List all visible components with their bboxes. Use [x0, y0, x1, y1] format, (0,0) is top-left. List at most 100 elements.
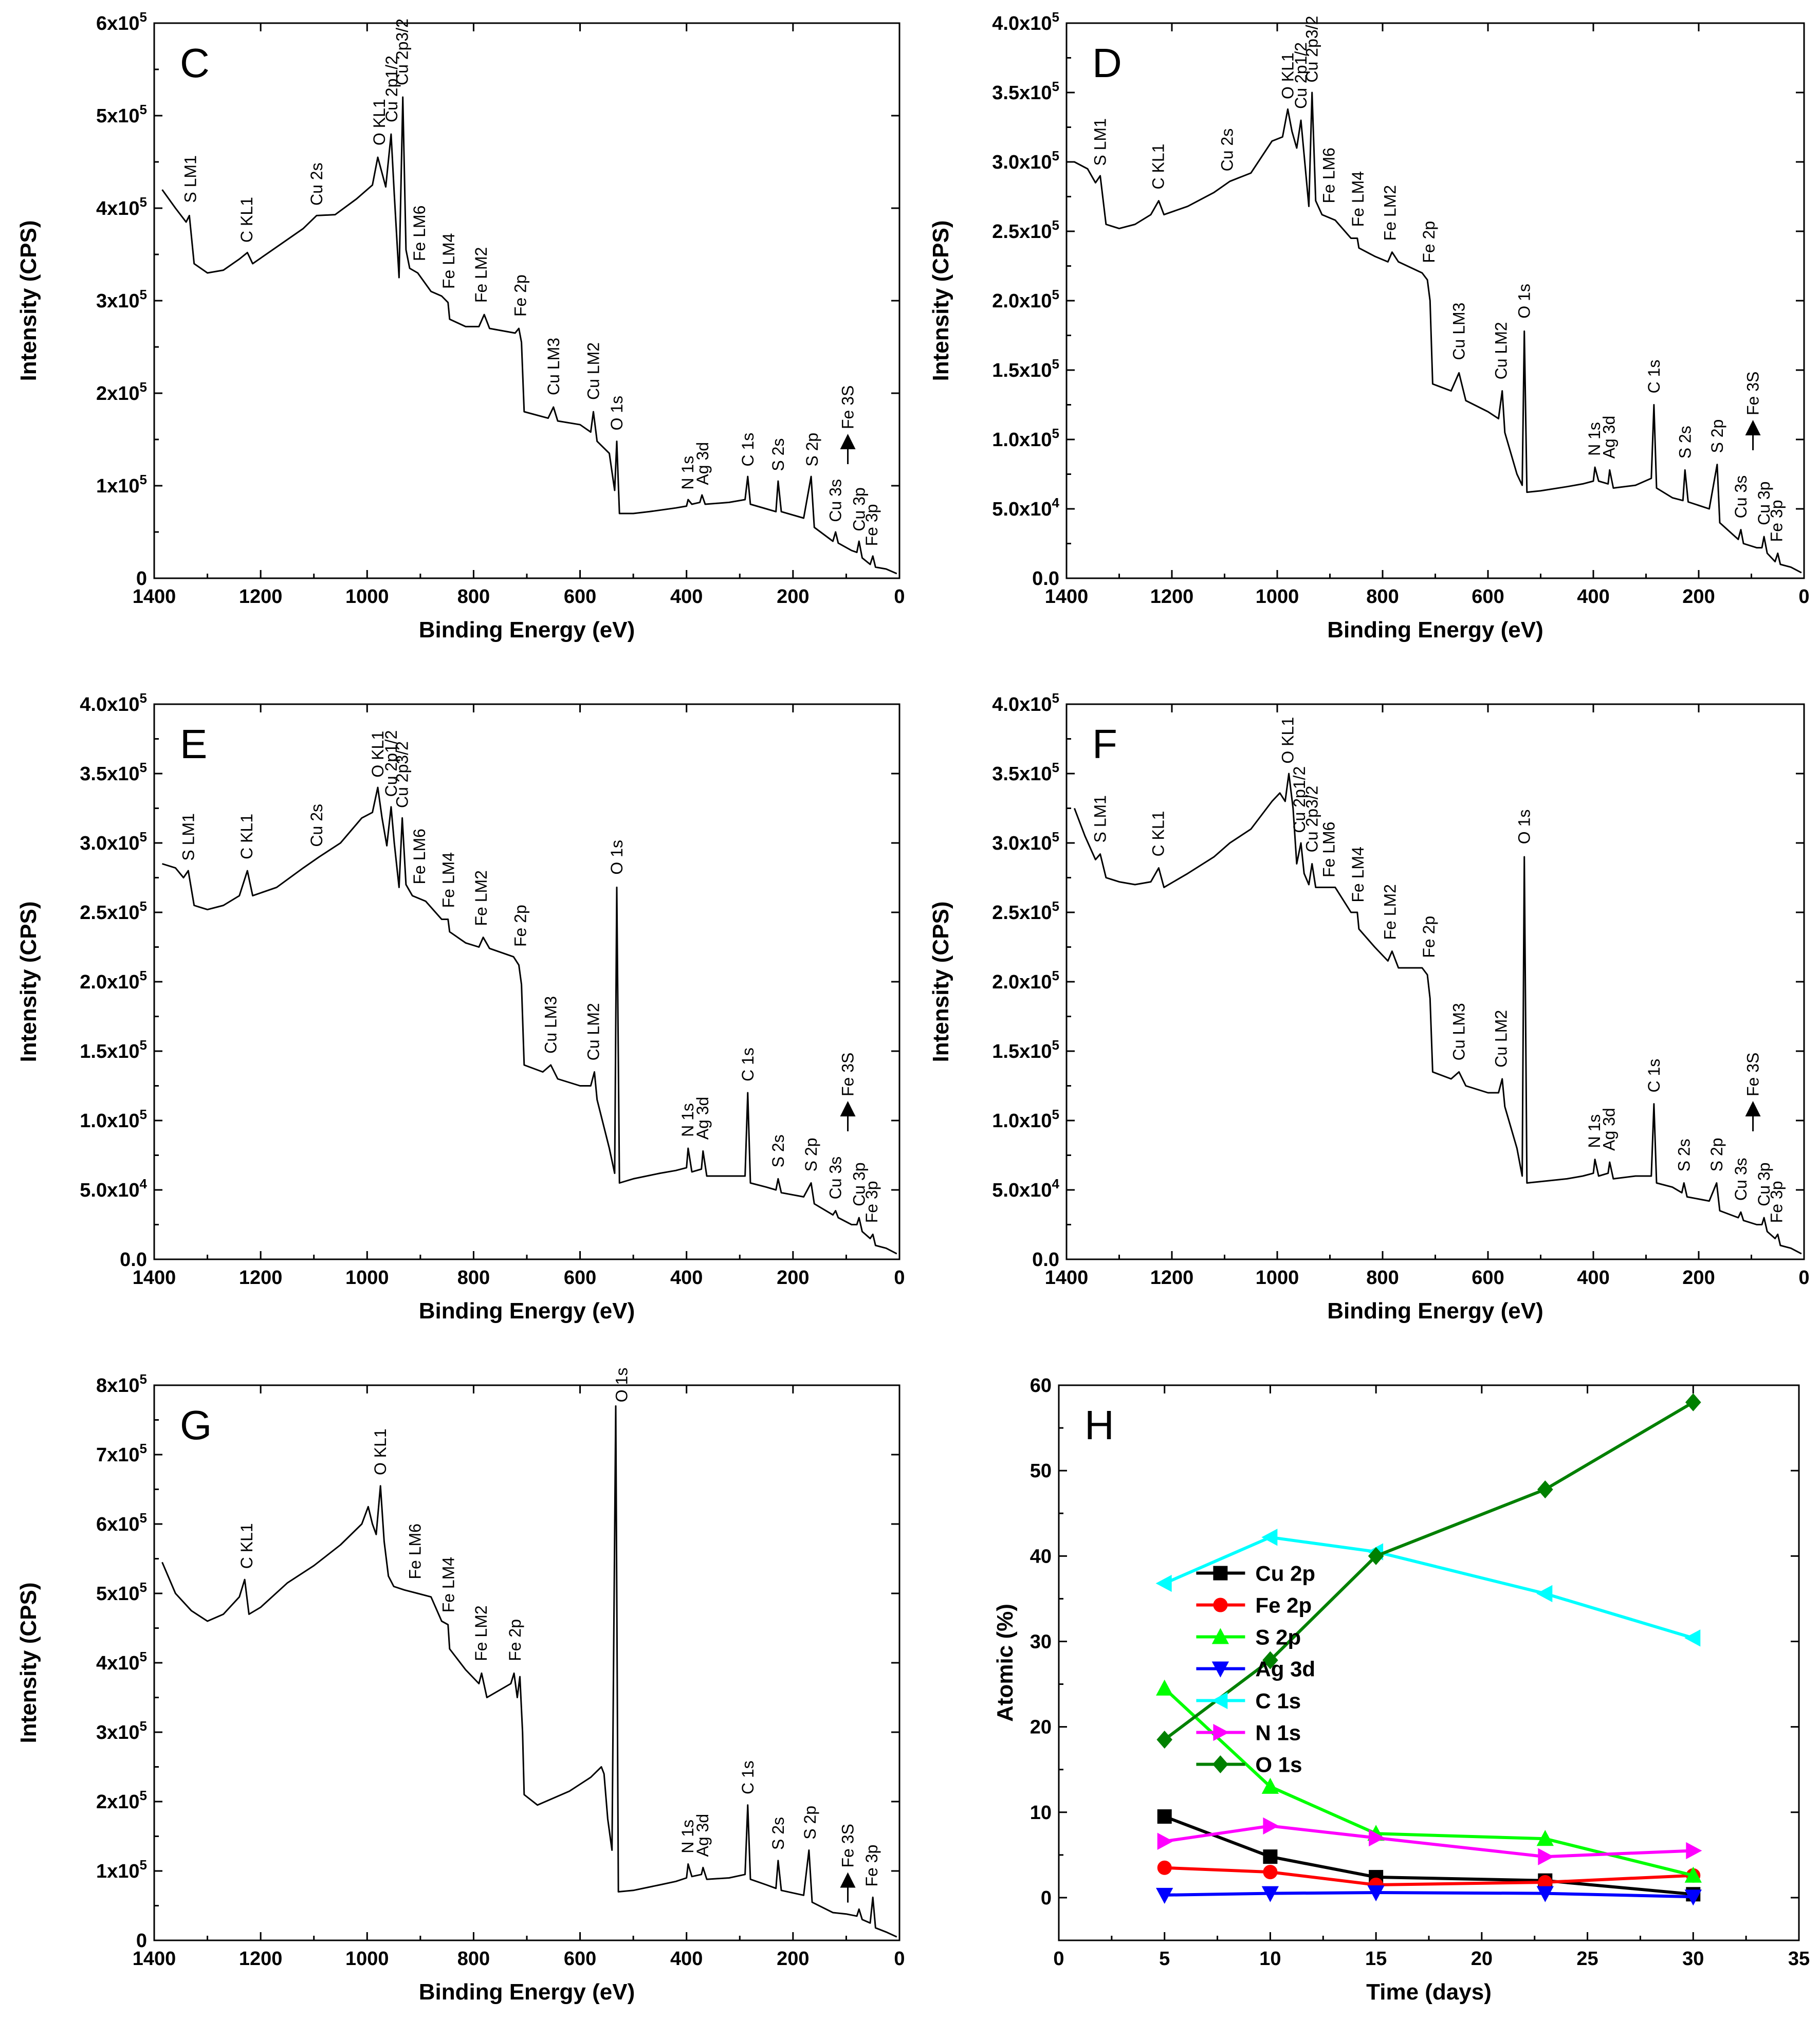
plot-frame: [153, 703, 900, 1260]
panel-E: 1400 1200 1000 800 600 400 200 0 0.0 5.0x104 1.0x1…: [16, 690, 905, 1324]
data-point: [1155, 1574, 1172, 1592]
peak-label: S LM1: [179, 813, 197, 860]
x-tick-label: 200: [777, 1948, 809, 1970]
peak-label: Cu 3p: [850, 487, 868, 531]
peak-label: Ag 3d: [693, 1097, 712, 1140]
y-tick-label: 1.5x105: [80, 1037, 147, 1062]
y-tick-label: 2x105: [96, 1788, 147, 1813]
x-tick-label: 5: [1159, 1948, 1170, 1970]
peak-label: Fe 2p: [511, 274, 530, 317]
x-tick-label: 1000: [345, 1948, 389, 1970]
x-axis-title: Binding Energy (eV): [419, 1979, 635, 2005]
panel-D: 1400 1200 1000 800 600 400 200 0 0.0 5.0x104 1.0x1…: [928, 9, 1810, 643]
y-tick-label: 0.0: [120, 1249, 147, 1271]
peak-label: N 1s: [678, 1103, 697, 1137]
peak-label: O KL1: [369, 731, 387, 778]
y-tick-label: 3.5x105: [80, 760, 147, 785]
legend-label: O 1s: [1255, 1753, 1302, 1777]
peak-label: Cu 2s: [307, 162, 326, 206]
peak-label: S 2s: [769, 1134, 787, 1167]
peak-label: Fe 3S: [839, 1053, 857, 1096]
x-axis-title: Binding Energy (eV): [1327, 1298, 1543, 1324]
legend-label: S 2p: [1255, 1625, 1301, 1649]
peak-label: Cu LM3: [542, 996, 560, 1054]
legend-marker: [1211, 1628, 1229, 1644]
legend-label: C 1s: [1255, 1689, 1301, 1713]
x-tick-label: 0: [1053, 1948, 1064, 1970]
x-tick-label: 1200: [239, 586, 283, 608]
y-tick-label: 40: [1030, 1546, 1052, 1567]
peak-label: S 2p: [801, 1806, 819, 1840]
spectrum-line: [162, 786, 897, 1255]
y-tick-label: 6x105: [96, 1510, 147, 1535]
peak-label: O KL1: [1279, 717, 1297, 764]
data-point: [1263, 1849, 1278, 1864]
y-tick-label: 1.0x105: [992, 426, 1059, 451]
y-tick-label: 4.0x105: [992, 9, 1059, 34]
peak-label: S 2s: [769, 438, 787, 471]
x-tick-label: 10: [1259, 1948, 1281, 1970]
legend-marker: [1213, 1566, 1228, 1581]
peak-label: C KL1: [1149, 144, 1167, 190]
y-tick-label: 3x105: [96, 1718, 147, 1743]
data-point: [1157, 1832, 1173, 1850]
x-tick-label: 600: [564, 586, 596, 608]
x-tick-label: 200: [777, 586, 809, 608]
panel-letter: C: [180, 40, 210, 86]
y-tick-label: 0: [1041, 1887, 1052, 1909]
x-tick-label: 1000: [1256, 586, 1299, 608]
data-point: [1261, 1777, 1279, 1794]
x-tick-label: 35: [1788, 1948, 1810, 1970]
peak-label: Cu 2p1/2: [382, 730, 400, 797]
peak-label: Fe 2p: [1420, 221, 1438, 263]
peak-label: C KL1: [237, 814, 256, 859]
data-point: [1537, 1480, 1553, 1499]
legend-label: Cu 2p: [1255, 1562, 1315, 1586]
y-tick-label: 0.0: [1032, 568, 1059, 590]
peak-label: Cu LM2: [1492, 322, 1511, 379]
x-tick-label: 0: [894, 1267, 905, 1289]
peak-label: S 2p: [1708, 419, 1726, 453]
data-point: [1157, 1809, 1172, 1824]
data-point: [1536, 1585, 1553, 1603]
x-tick-label: 1000: [345, 1267, 389, 1289]
panel-letter: F: [1092, 721, 1117, 767]
x-tick-label: 0: [1798, 1267, 1809, 1289]
peak-label: Fe 3p: [862, 1181, 881, 1223]
x-tick-label: 600: [1472, 1267, 1504, 1289]
x-tick-label: 400: [670, 1267, 703, 1289]
x-tick-label: 25: [1576, 1948, 1598, 1970]
panel-letter: E: [180, 721, 207, 767]
peak-label: Fe 3S: [1744, 372, 1762, 415]
legend-marker: [1213, 1723, 1229, 1741]
x-tick-label: 1000: [1256, 1267, 1299, 1289]
peak-label: Fe LM4: [439, 233, 458, 289]
x-tick-label: 400: [670, 586, 703, 608]
y-tick-label: 2x105: [96, 379, 147, 405]
panel-F: 1400 1200 1000 800 600 400 200 0 0.0 5.0x104 1.0x1…: [928, 690, 1810, 1324]
peak-label: Fe LM4: [439, 852, 458, 908]
y-tick-label: 30: [1030, 1631, 1052, 1653]
peak-label: O 1s: [612, 1368, 631, 1403]
x-tick-label: 1400: [1045, 1267, 1089, 1289]
y-tick-label: 7x105: [96, 1441, 147, 1466]
peak-label: C 1s: [739, 433, 757, 467]
peak-label: Fe 3p: [1768, 500, 1786, 542]
peak-label: Fe LM2: [472, 870, 490, 926]
data-point: [1684, 1889, 1702, 1906]
x-axis-title: Binding Energy (eV): [1327, 617, 1543, 643]
peak-label: Cu 3p: [850, 1163, 868, 1206]
peak-label: Fe LM2: [472, 1605, 490, 1661]
peak-label: N 1s: [1585, 1114, 1604, 1148]
peak-label: Fe 3p: [862, 504, 881, 546]
peak-label: O 1s: [1515, 810, 1534, 845]
peak-label: Cu 3s: [1732, 475, 1750, 519]
x-tick-label: 200: [1682, 1267, 1715, 1289]
peak-label: Cu 2p1/2: [1292, 42, 1310, 109]
y-tick-label: 3.0x105: [992, 829, 1059, 854]
legend-label: Fe 2p: [1255, 1593, 1312, 1618]
peak-label: S 2p: [803, 433, 821, 467]
x-tick-label: 1000: [345, 586, 389, 608]
peak-label: Ag 3d: [1600, 1108, 1619, 1151]
x-tick-label: 800: [1366, 1267, 1399, 1289]
